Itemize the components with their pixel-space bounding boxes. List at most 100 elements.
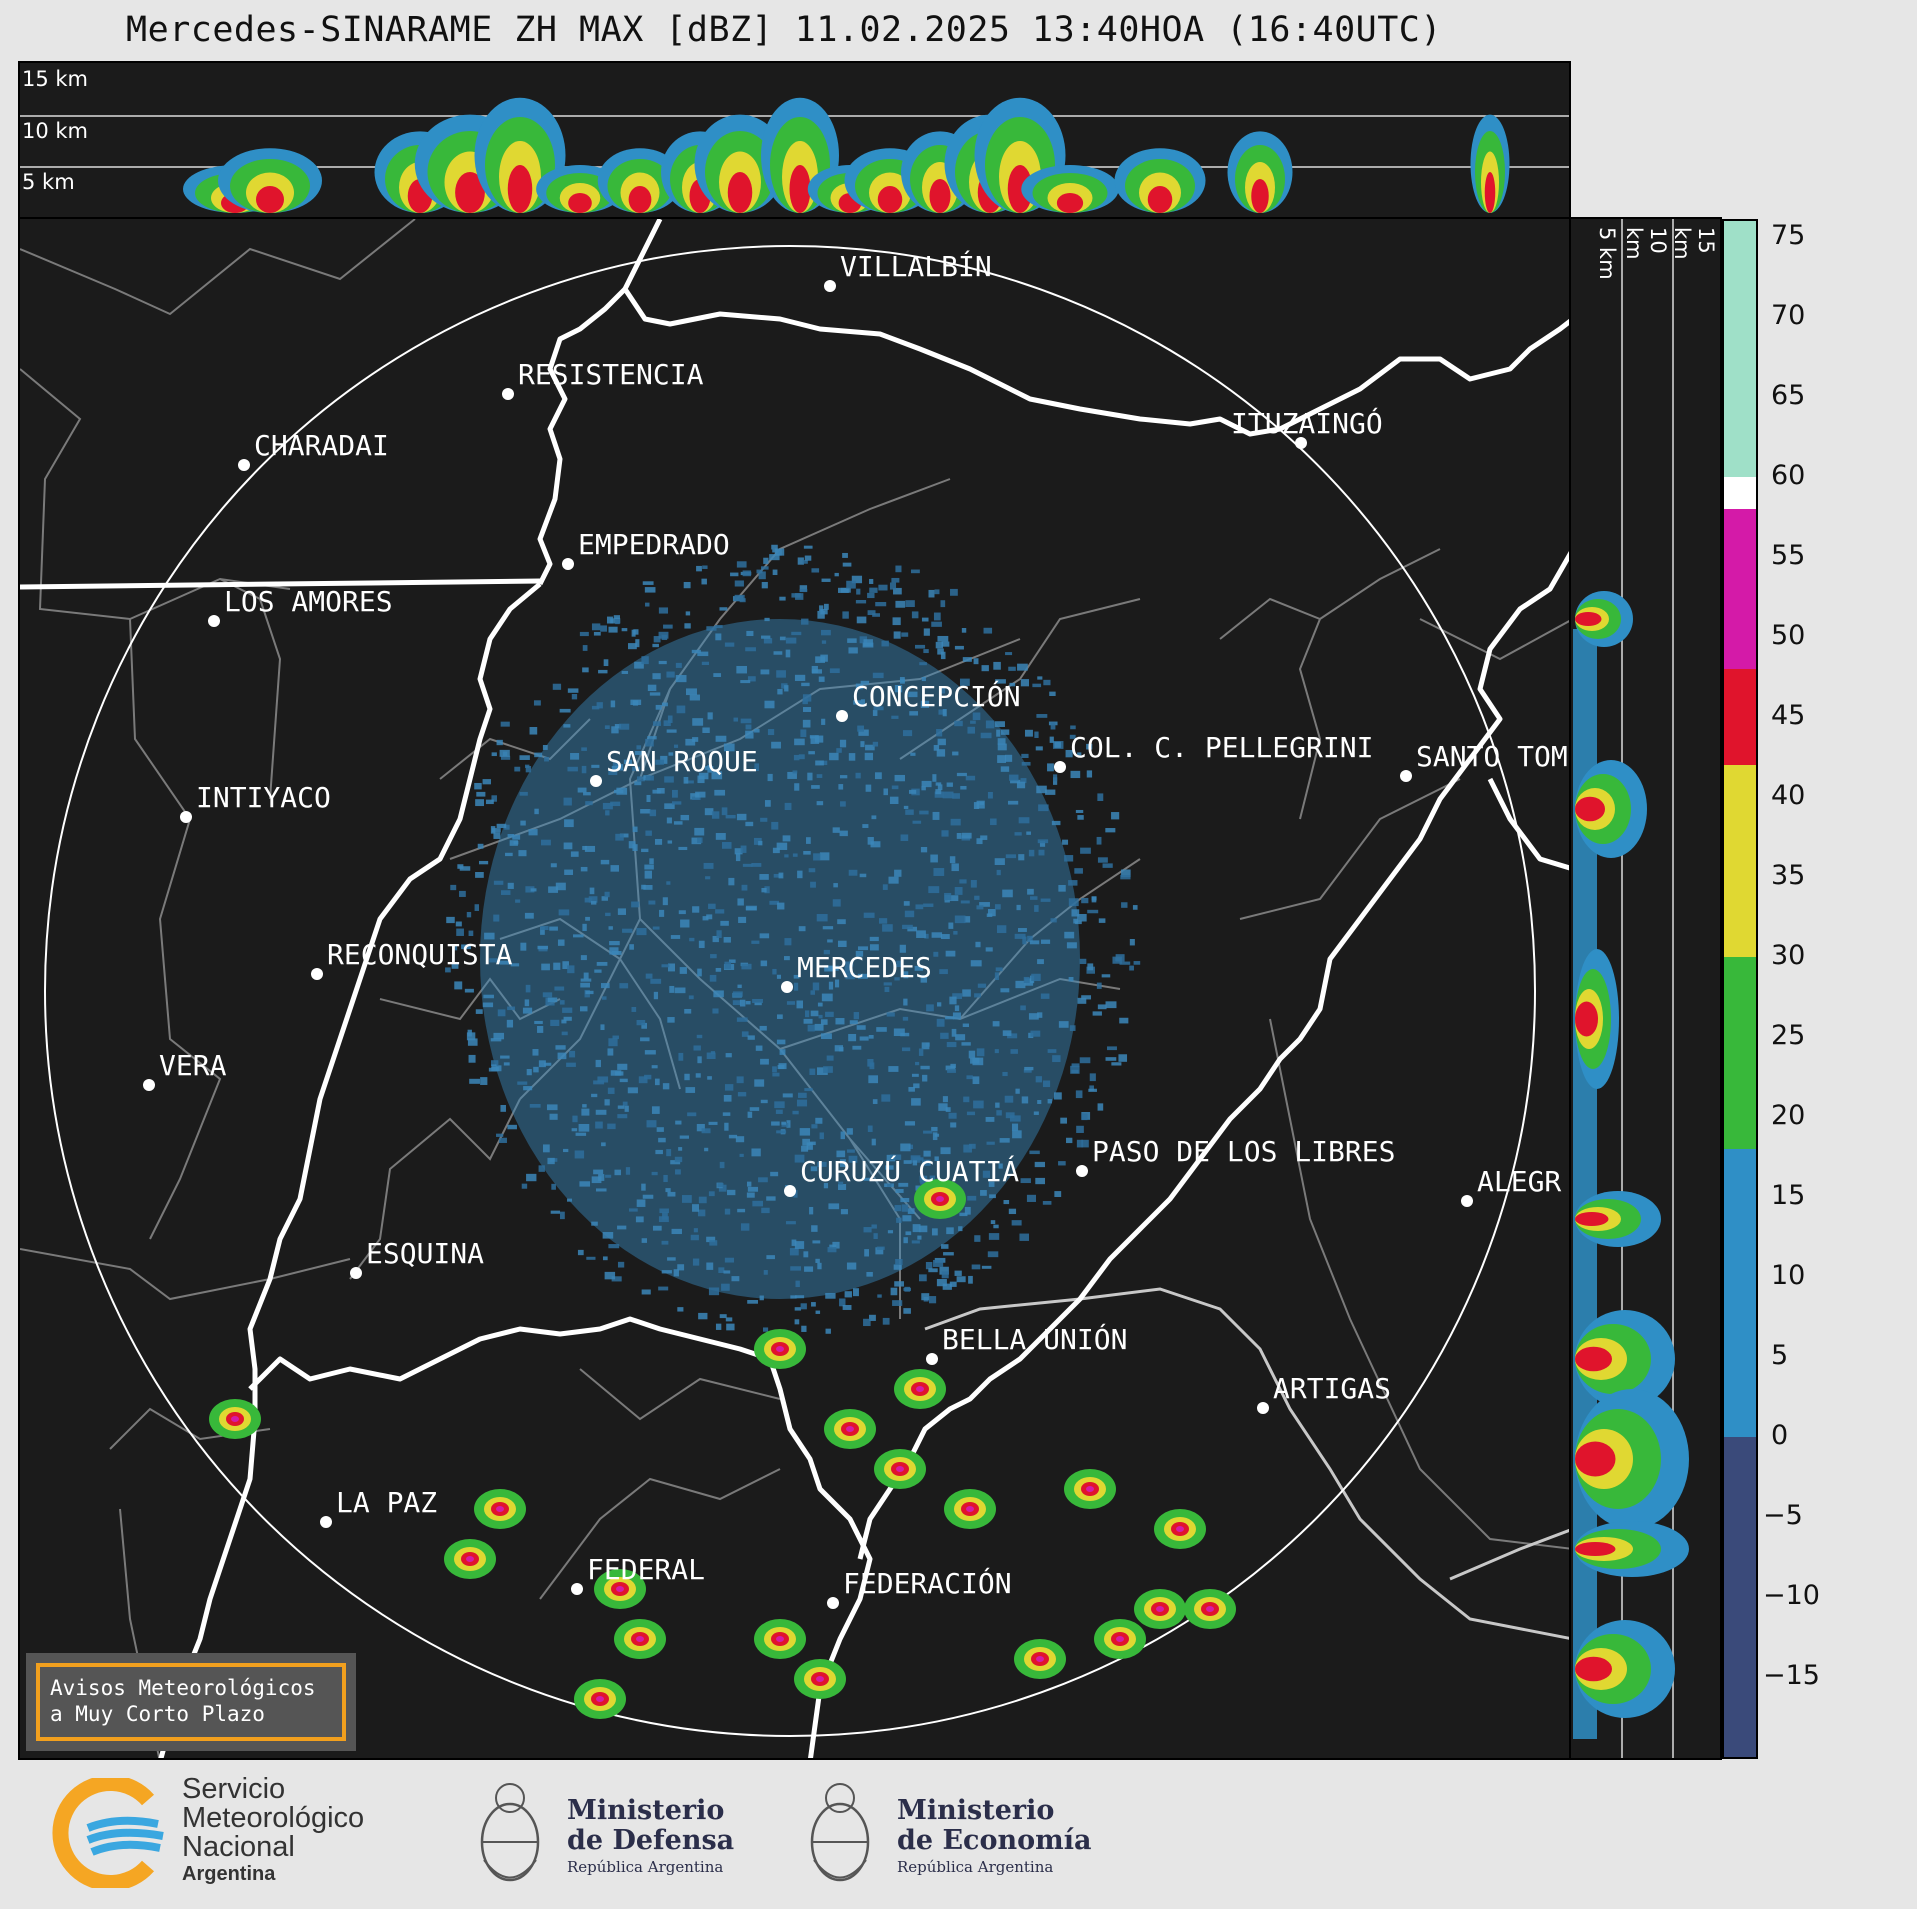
city-dot [562, 558, 574, 570]
city-marker: SANTO TOM [1400, 740, 1568, 782]
city-dot [784, 1185, 796, 1197]
city-label: FEDERAL [587, 1553, 705, 1586]
city-marker: EMPEDRADO [562, 528, 730, 570]
city-marker: LOS AMORES [208, 585, 393, 627]
city-label: ESQUINA [366, 1237, 484, 1270]
colorbar-tick-label: 35 [1771, 860, 1806, 891]
city-marker: VILLALBÍN [824, 249, 992, 292]
colorbar-tick-label: 20 [1771, 1100, 1806, 1131]
city-dot [1461, 1195, 1473, 1207]
colorbar-band [1724, 477, 1756, 509]
city-marker: COL. C. PELLEGRINI [1054, 731, 1373, 773]
radar-map-panel: VILLALBÍN RESISTENCIA CHARADAI ITUZAINGÓ EMP… [18, 217, 1571, 1760]
colorbar-tick-label: 5 [1771, 1340, 1789, 1371]
defensa-line2: de Defensa [567, 1825, 735, 1856]
city-dot [781, 981, 793, 993]
city-marker: RESISTENCIA [502, 358, 704, 400]
avisos-line2: a Muy Corto Plazo [50, 1702, 265, 1726]
city-dot [208, 615, 220, 627]
city-label: CHARADAI [254, 429, 389, 462]
city-label: BELLA UNIÓN [942, 1322, 1127, 1356]
avisos-banner[interactable]: Avisos Meteorológicos a Muy Corto Plazo [26, 1653, 356, 1751]
city-dot [571, 1583, 583, 1595]
side-alt-label-5: 5 km [1595, 227, 1619, 280]
range-ring [44, 245, 1536, 1737]
city-marker: BELLA UNIÓN [926, 1322, 1127, 1365]
colorbar-band [1724, 765, 1756, 957]
map-title: Mercedes-SINARAME ZH MAX [dBZ] 11.02.202… [126, 10, 1442, 50]
city-dot [320, 1516, 332, 1528]
side-cross-section-echoes [1573, 219, 1689, 1758]
side-cross-section-panel: 5 km 10 km 15 km [1569, 217, 1722, 1760]
city-label: ITUZAINGÓ [1231, 406, 1383, 440]
city-label: LA PAZ [336, 1486, 437, 1519]
economia-emblem-icon [800, 1760, 880, 1895]
city-dot [311, 968, 323, 980]
city-marker: FEDERACIÓN [827, 1566, 1012, 1609]
city-marker: ITUZAINGÓ [1231, 406, 1383, 449]
defensa-line1: Ministerio [567, 1795, 725, 1826]
colorbar-gradient [1724, 221, 1756, 1757]
smn-logo-icon [52, 1778, 164, 1888]
colorbar-band [1724, 669, 1756, 765]
city-dot [238, 459, 250, 471]
city-label: RECONQUISTA [327, 938, 513, 971]
city-label: FEDERACIÓN [843, 1566, 1012, 1600]
city-dot [1054, 761, 1066, 773]
defensa-emblem-icon [470, 1760, 550, 1895]
city-dot [824, 280, 836, 292]
city-dot [827, 1597, 839, 1609]
colorbar-tick-label: 10 [1771, 1260, 1806, 1291]
city-marker: RECONQUISTA [311, 938, 513, 980]
city-dot [926, 1353, 938, 1365]
colorbar-tick-label: 70 [1771, 300, 1806, 331]
city-label: VERA [159, 1049, 227, 1082]
city-dot [143, 1079, 155, 1091]
city-marker: CURUZÚ CUATIÁ [784, 1154, 1019, 1197]
city-dot [1076, 1165, 1088, 1177]
colorbar-tick-label: 60 [1771, 460, 1806, 491]
colorbar-tick-label: −15 [1763, 1660, 1820, 1691]
city-dot [350, 1267, 362, 1279]
city-marker: MERCEDES [781, 951, 932, 993]
economia-line1: Ministerio [897, 1795, 1055, 1826]
city-marker: LA PAZ [320, 1486, 437, 1528]
city-label: EMPEDRADO [578, 528, 730, 561]
colorbar-tick-label: 45 [1771, 700, 1806, 731]
city-dot [180, 811, 192, 823]
colorbar-tick-label: −5 [1763, 1500, 1803, 1531]
city-label: PASO DE LOS LIBRES [1092, 1135, 1395, 1168]
city-marker: INTIYACO [180, 781, 331, 823]
city-label: INTIYACO [196, 781, 331, 814]
economia-line3: República Argentina [897, 1858, 1054, 1876]
city-dot [836, 710, 848, 722]
city-marker: FEDERAL [571, 1553, 705, 1595]
city-marker: PASO DE LOS LIBRES [1076, 1135, 1395, 1177]
city-marker: CONCEPCIÓN [836, 679, 1021, 722]
city-marker: ALEGR [1461, 1165, 1561, 1207]
city-marker: VERA [143, 1049, 227, 1091]
colorbar-tick-label: 40 [1771, 780, 1806, 811]
top-alt-label-5: 5 km [22, 170, 75, 194]
side-alt-label-15: 15 km [1670, 227, 1718, 260]
radar-echoes [209, 544, 1236, 1719]
city-label: ALEGR [1477, 1165, 1561, 1198]
city-marker: CHARADAI [238, 429, 389, 471]
city-marker: SAN ROQUE [590, 745, 758, 787]
avisos-line1: Avisos Meteorológicos [50, 1676, 316, 1700]
economia-logo-text: Ministerio de Economía República Argenti… [897, 1796, 1091, 1878]
city-label: SANTO TOM [1416, 740, 1568, 773]
city-dot [1295, 437, 1307, 449]
city-label: MERCEDES [797, 951, 932, 984]
rivers [20, 219, 1569, 1758]
city-label: SAN ROQUE [606, 745, 758, 778]
city-label: LOS AMORES [224, 585, 393, 618]
defensa-logo-text: Ministerio de Defensa República Argentin… [567, 1796, 734, 1878]
smn-line4: Argentina [182, 1863, 276, 1885]
smn-line2: Meteorológico [182, 1802, 365, 1834]
city-label: ARTIGAS [1273, 1372, 1391, 1405]
smn-logo-text: Servicio Meteorológico Nacional Argentin… [182, 1775, 364, 1886]
colorbar-band [1724, 1149, 1756, 1437]
colorbar-band [1724, 1437, 1756, 1757]
city-label: VILLALBÍN [840, 249, 992, 283]
